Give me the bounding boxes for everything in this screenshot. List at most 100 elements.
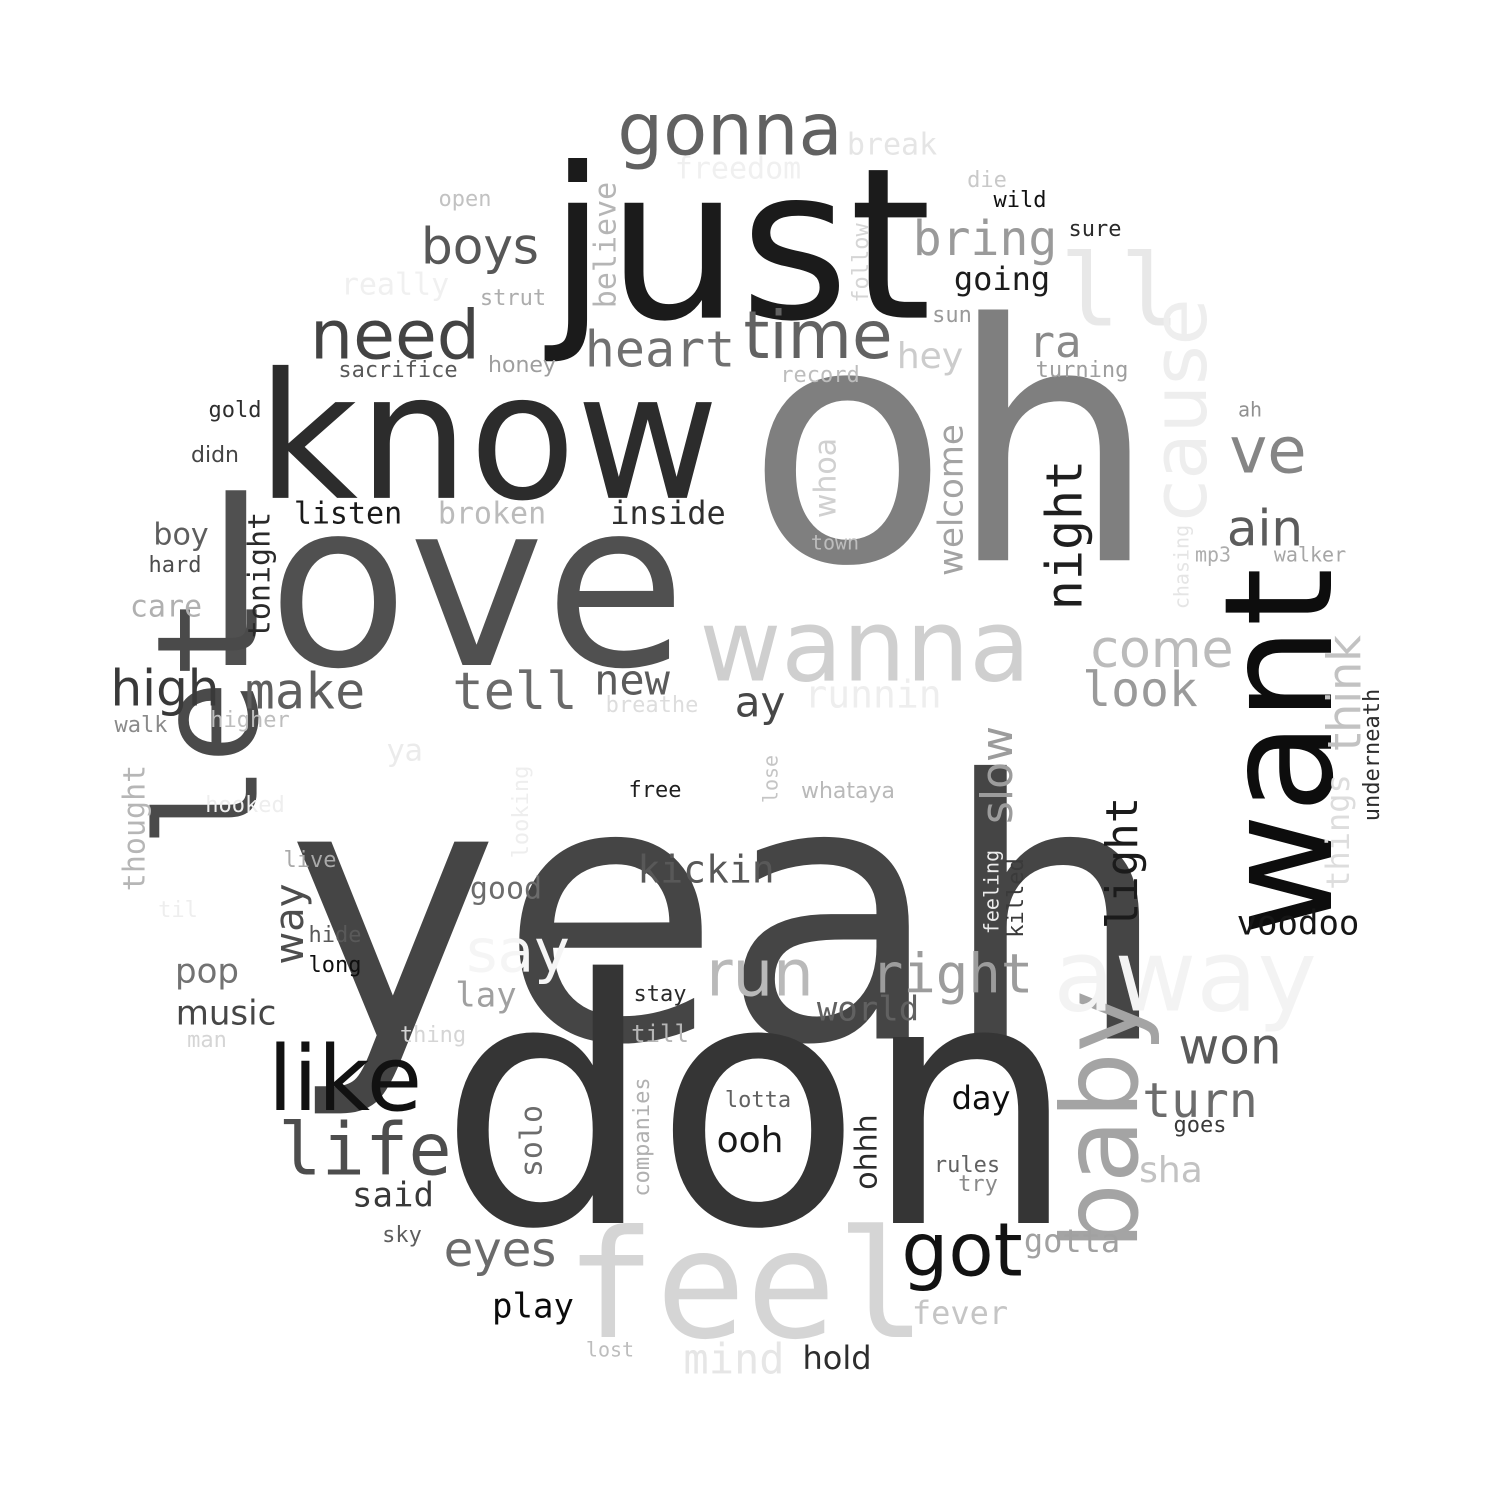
word-feel: feel [565, 1199, 926, 1373]
word-don: don [438, 908, 1077, 1304]
word-want: want [1193, 568, 1367, 936]
word-slow: slow [972, 726, 1023, 824]
word-runnin: runnin [804, 673, 941, 717]
word-sacrifice: sacrifice [338, 358, 457, 383]
word-record: record [780, 363, 859, 388]
word-stay: stay [634, 982, 687, 1007]
word-freedom: freedom [675, 152, 801, 187]
word-open: open [439, 187, 492, 212]
word-ya: ya [387, 734, 423, 769]
word-free: free [629, 778, 682, 803]
word-whoa: whoa [809, 438, 844, 518]
word-voodoo: voodoo [1237, 904, 1360, 944]
word-lotta: lotta [725, 1088, 791, 1113]
word-ra: ra [1029, 317, 1082, 368]
word-life: life [278, 1108, 451, 1192]
word-away: away [1053, 917, 1317, 1034]
word-light: light [1097, 797, 1148, 929]
word-music: music [176, 994, 277, 1034]
word-long: long [309, 953, 362, 978]
word-rules: rules [934, 1153, 1000, 1178]
word-make: make [245, 663, 365, 721]
word-right: right [871, 943, 1034, 1006]
word-ah: ah [1238, 398, 1262, 422]
word-gonna: gonna [617, 88, 842, 172]
word-companies: companies [630, 1077, 655, 1196]
word-baby: baby [1040, 990, 1162, 1250]
word-eyes: eyes [444, 1222, 556, 1278]
word-wanna: wanna [699, 587, 1030, 704]
word-sha: sha [1139, 1150, 1203, 1191]
word-lost: lost [586, 1338, 634, 1362]
word-got: got [901, 1208, 1022, 1294]
word-night: night [1036, 460, 1094, 611]
word-high: high [110, 660, 219, 718]
word-breathe: breathe [606, 693, 699, 718]
word-ain: ain [1227, 500, 1303, 558]
word-good: good [470, 872, 542, 907]
word-yeah: yeah [286, 704, 1169, 1123]
word-turning: turning [1036, 358, 1129, 383]
word-walker: walker [1274, 543, 1346, 567]
word-didn: didn [191, 443, 239, 468]
word-live: live [284, 848, 337, 873]
word-think: think [1318, 635, 1372, 751]
word-hard: hard [149, 553, 202, 578]
word-inside: inside [610, 494, 726, 532]
word-things: things [1319, 774, 1357, 890]
word-break: break [847, 128, 937, 163]
word-til: til [158, 898, 198, 923]
word-solo: solo [515, 1105, 550, 1177]
word-chasing: chasing [1170, 525, 1194, 609]
word-underneath: underneath [1360, 689, 1385, 821]
word-ay: ay [735, 678, 786, 727]
word-whataya: whataya [801, 779, 895, 804]
word-heart: heart [585, 321, 736, 379]
word-till: till [631, 1020, 689, 1048]
word-kickin: kickin [637, 848, 774, 892]
word-hide: hide [309, 923, 362, 948]
word-oh: oh [746, 254, 1157, 638]
word-tell: tell [452, 662, 577, 722]
word-time: time [743, 297, 892, 374]
word-like: like [268, 1027, 422, 1132]
word-sky: sky [382, 1223, 422, 1248]
word-thing: thing [400, 1023, 466, 1048]
word-play: play [492, 1287, 574, 1327]
word-lose: lose [759, 755, 783, 803]
word-higher: higher [210, 708, 289, 733]
word-need: need [310, 297, 480, 376]
word-killed: killed [1004, 858, 1029, 937]
word-wild: wild [994, 188, 1047, 213]
word-day: day [952, 1079, 1011, 1117]
word-gold: gold [209, 398, 262, 423]
word-way: way [267, 884, 313, 965]
word-goes: goes [1174, 1113, 1227, 1138]
word-believe: believe [589, 182, 624, 308]
word-strut: strut [480, 286, 546, 311]
word-boy: boy [153, 518, 208, 553]
word-looking: looking [509, 766, 534, 859]
word-ll: ll [1060, 232, 1180, 349]
word-follow: follow [849, 223, 874, 303]
word-boys: boys [421, 218, 539, 276]
word-welcome: welcome [932, 424, 972, 576]
word-sun: sun [932, 303, 972, 328]
word-man: man [187, 1028, 227, 1053]
word-going: going [954, 260, 1050, 298]
word-say: say [466, 917, 570, 987]
word-let: let [128, 596, 291, 849]
word-town: town [811, 531, 859, 555]
word-care: care [130, 590, 202, 625]
word-bring: bring [913, 211, 1058, 267]
word-sure: sure [1069, 217, 1122, 242]
word-world: world [817, 990, 919, 1030]
word-hold: hold [802, 1339, 871, 1377]
word-look: look [1082, 662, 1198, 718]
word-fever: fever [912, 1294, 1008, 1332]
word-honey: honey [488, 353, 556, 378]
word-cause: cause [1135, 299, 1224, 522]
word-try: try [958, 1172, 998, 1197]
word-ve: ve [1229, 415, 1306, 489]
